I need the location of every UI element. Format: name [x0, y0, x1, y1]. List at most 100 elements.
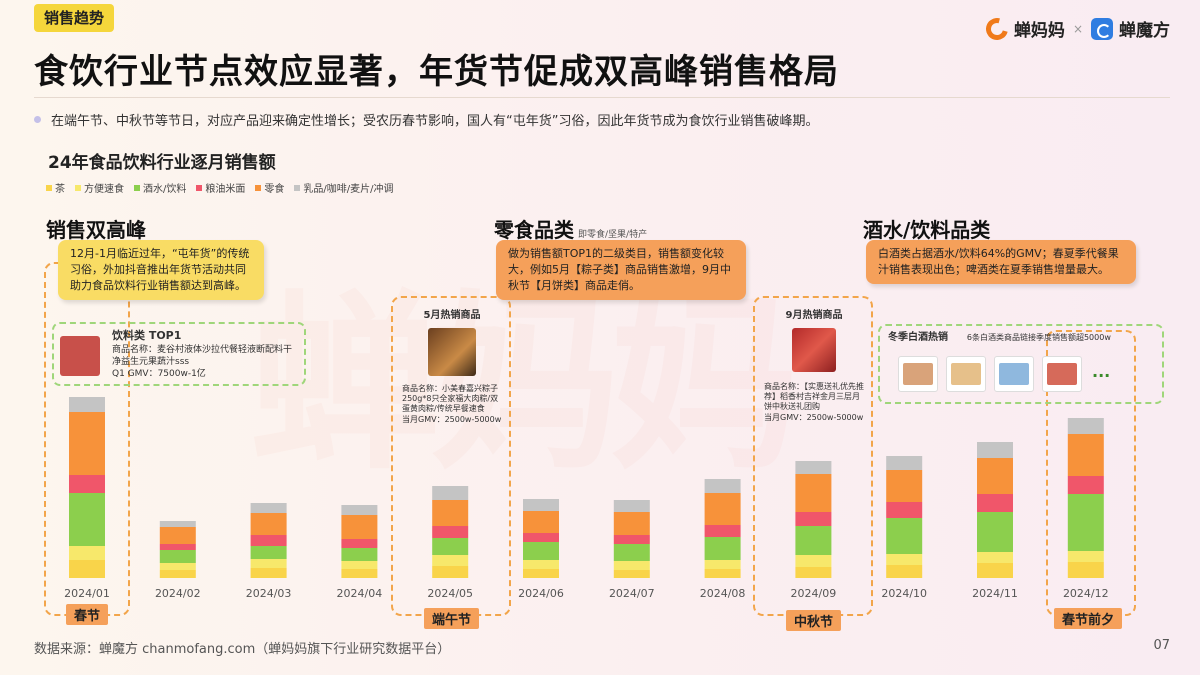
- legend-label: 乳品/咖啡/麦片/冲调: [303, 184, 394, 195]
- product-image-juice: [60, 336, 100, 376]
- x-tick-label: 2024/03: [246, 587, 292, 600]
- bar-segment: [523, 560, 559, 569]
- callout-peak: 12月-1月临近过年，“屯年货”的传统习俗，外加抖音推出年货节活动共同助力食品饮…: [58, 240, 264, 300]
- bar-segment: [432, 555, 469, 566]
- summary-text: 在端午节、中秋节等节日，对应产品迎来确定性增长；受农历春节影响，国人有“屯年货”…: [51, 114, 819, 129]
- product-jan-name: 商品名称：麦谷村液体沙拉代餐轻液断配料干净益生元果蔬汁sss: [112, 345, 293, 367]
- callout-drinks: 白酒类占据酒水/饮料64%的GMV；春夏季代餐果汁销售表现出色；啤酒类在夏季销售…: [866, 240, 1136, 284]
- bar-segment: [69, 546, 105, 560]
- legend-swatch: [75, 184, 81, 191]
- bar-segment: [704, 537, 741, 560]
- bar-segment: [69, 412, 105, 475]
- bar-segment: [1067, 551, 1104, 562]
- bar-segment: [341, 569, 378, 578]
- bar-segment: [159, 527, 196, 544]
- bar-segment: [795, 567, 832, 578]
- brand-logos: 蝉妈妈 × 蝉魔方: [981, 13, 1170, 44]
- product-sep-title: 9月热销商品: [785, 310, 843, 321]
- x-tick-label: 2024/12: [1063, 587, 1109, 600]
- bar-segment: [250, 559, 287, 568]
- section-tag: 销售趋势: [34, 4, 115, 32]
- bar-segment: [523, 499, 559, 511]
- bar-segment: [977, 552, 1013, 563]
- x-tick-label: 2024/02: [155, 587, 201, 600]
- product-image-zongzi: [428, 328, 476, 376]
- product-dec-note: 6条白酒类商品链接季度销售额超5000w: [966, 333, 1111, 342]
- bar-segment: [432, 526, 469, 538]
- product-sep-name: 商品名称：【实惠送礼优先推荐】稻香村吉祥金月三层月饼中秋送礼团购: [764, 382, 864, 411]
- legend-swatch: [46, 184, 52, 191]
- bar-segment: [432, 500, 469, 526]
- more-products-ellipsis: ...: [1092, 362, 1111, 381]
- bar-segment: [977, 512, 1013, 552]
- product-info-sep: 9月热销商品 商品名称：【实惠送礼优先推荐】稻香村吉祥金月三层月饼中秋送礼团购 …: [764, 310, 864, 424]
- bar-segment: [886, 518, 923, 554]
- x-tick-label: 2024/06: [518, 587, 564, 600]
- product-info-jan: 饮料类 TOP1 商品名称：麦谷村液体沙拉代餐轻液断配料干净益生元果蔬汁sss …: [112, 330, 297, 380]
- bar-segment: [886, 554, 923, 565]
- x-tick-label: 2024/09: [791, 587, 837, 600]
- bar-segment: [886, 456, 923, 470]
- bar-segment: [159, 563, 196, 570]
- page-number: 07: [1153, 638, 1170, 653]
- legend-item: 零食: [255, 180, 284, 195]
- bar-segment: [886, 502, 923, 518]
- snacks-heading-text: 零食品类: [494, 218, 574, 242]
- legend-swatch: [294, 184, 301, 191]
- bar-segment: [613, 512, 650, 535]
- title-divider: [34, 97, 1170, 98]
- product-info-may: 5月热销商品 商品名称：小美春嘉兴粽子250g*8只全家福大肉粽/双蛋黄肉粽/传…: [402, 310, 502, 426]
- bar-segment: [613, 570, 650, 578]
- bar-segment: [1067, 434, 1104, 476]
- chart-legend: 茶 方便速食 酒水/饮料 粮油米面 零食 乳品/咖啡/麦片/冲调: [46, 180, 393, 195]
- bar-segment: [704, 525, 741, 537]
- product-box-jan: [52, 322, 306, 386]
- bar-segment: [523, 569, 559, 578]
- legend-item: 方便速食: [75, 180, 124, 195]
- page-title: 食饮行业节点效应显著，年货节促成双高峰销售格局: [34, 52, 839, 92]
- legend-label: 粮油米面: [205, 184, 246, 195]
- brand-separator: ×: [1072, 21, 1083, 36]
- bar-segment: [250, 535, 287, 546]
- product-may-title: 5月热销商品: [423, 310, 481, 321]
- data-source: 数据来源：蝉魔方 chanmofang.com（蝉妈妈旗下行业研究数据平台）: [34, 642, 451, 657]
- product-jan-gmv: Q1 GMV：7500w-1亿: [112, 369, 206, 379]
- product-may-name: 商品名称：小美春嘉兴粽子250g*8只全家福大肉粽/双蛋黄肉粽/传统早餐速食: [402, 384, 499, 413]
- bar-segment: [704, 493, 741, 525]
- x-tick-label: 2024/11: [972, 587, 1018, 600]
- x-tick-label: 2024/05: [427, 587, 473, 600]
- x-tick-label: 2024/01: [64, 587, 110, 600]
- bar-segment: [886, 565, 923, 578]
- bar-segment: [977, 442, 1013, 458]
- product-image-mooncake: [792, 328, 836, 372]
- chanmofang-logo-icon: [1091, 17, 1113, 40]
- chart-title: 24年食品饮料行业逐月销售额: [48, 153, 276, 173]
- legend-label: 零食: [264, 184, 285, 195]
- bar-segment: [250, 513, 287, 535]
- x-tick-label: 2024/08: [700, 587, 746, 600]
- bar-segment: [523, 511, 559, 533]
- bar-segment: [1067, 494, 1104, 551]
- bar-segment: [69, 397, 105, 412]
- bar-segment: [977, 563, 1013, 578]
- baijiu-thumb-1: [898, 356, 938, 392]
- bar-segment: [341, 539, 378, 548]
- bar-segment: [341, 548, 378, 561]
- legend-label: 酒水/饮料: [143, 184, 187, 195]
- bar-segment: [341, 561, 378, 569]
- section-heading-snacks: 零食品类 即零食/坚果/特产: [494, 214, 647, 243]
- festival-mid-autumn: 中秋节: [786, 610, 842, 631]
- bar-segment: [1067, 476, 1104, 494]
- bar-segment: [704, 569, 741, 578]
- legend-swatch: [196, 184, 203, 191]
- legend-item: 酒水/饮料: [134, 180, 186, 195]
- x-tick-label: 2024/07: [609, 587, 655, 600]
- bar-segment: [1067, 418, 1104, 434]
- product-jan-title: 饮料类 TOP1: [112, 329, 182, 342]
- bar-segment: [159, 544, 196, 550]
- product-may-gmv: 当月GMV：2500w-5000w: [402, 415, 502, 424]
- bar-segment: [69, 475, 105, 493]
- bar-segment: [69, 493, 105, 546]
- product-info-dec: 冬季白酒热销 6条白酒类商品链接季度销售额超5000w: [888, 332, 1158, 344]
- bar-segment: [795, 555, 832, 567]
